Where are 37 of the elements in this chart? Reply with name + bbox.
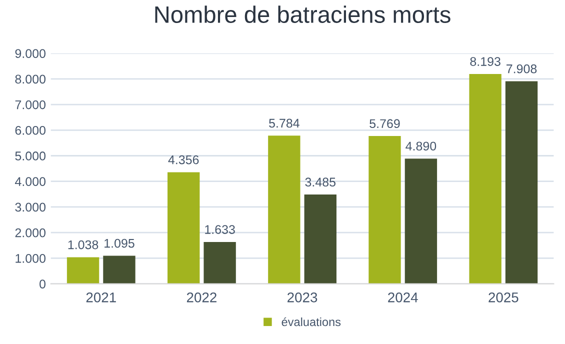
y-tick-label: 9.000 [15, 49, 46, 58]
data-label: 7.908 [506, 64, 537, 74]
x-tick-label: 2023 [288, 292, 318, 302]
y-tick-label: 7.000 [15, 100, 46, 110]
chart-title: Nombre de batraciens morts [155, 6, 450, 23]
bar [505, 81, 538, 284]
x-tick-label: 2024 [388, 292, 418, 302]
bar [168, 172, 200, 284]
y-tick-label: 8.000 [15, 74, 46, 84]
bar [66, 257, 100, 284]
y-tick-label: 3.000 [15, 202, 46, 212]
y-tick-label: 1.000 [16, 254, 46, 263]
y-tick-label: 2.000 [15, 228, 46, 238]
data-label: 1.095 [104, 238, 134, 248]
data-label: 5.784 [269, 118, 300, 128]
data-label: 4.356 [168, 155, 199, 164]
bar [404, 158, 438, 284]
bar [469, 74, 502, 284]
y-tick-label: 4.000 [15, 177, 46, 186]
bar [304, 194, 336, 284]
bar [268, 136, 300, 284]
y-tick-label: 5.000 [15, 152, 46, 160]
data-label: 1.633 [205, 225, 235, 234]
y-tick-label: 0 [40, 280, 46, 288]
x-tick-label: 2025 [488, 292, 518, 302]
data-label: 4.890 [406, 142, 436, 151]
bar [103, 256, 136, 284]
data-label: 1.038 [68, 240, 98, 250]
bar [368, 136, 401, 284]
x-tick-label: 2022 [186, 292, 216, 302]
x-tick-label: 2021 [86, 292, 116, 302]
data-label: 8.193 [470, 57, 500, 66]
data-label: 3.485 [305, 178, 336, 187]
data-label: 5.769 [370, 119, 400, 128]
bar [204, 242, 236, 284]
y-tick-label: 6.000 [15, 126, 46, 135]
legend-label: évaluations [282, 317, 341, 326]
